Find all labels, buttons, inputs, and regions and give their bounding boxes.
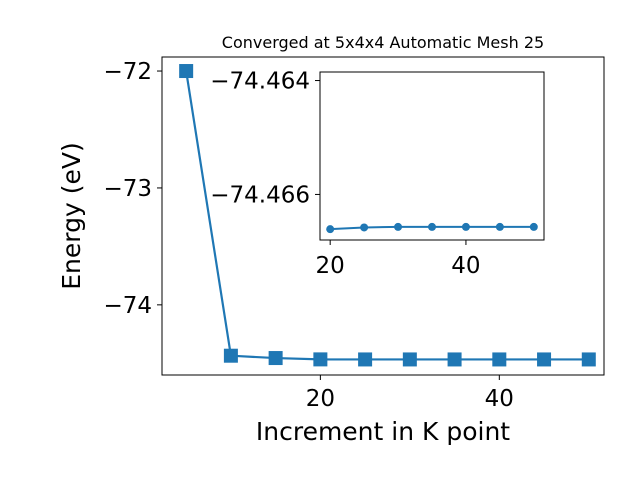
inset-data-point <box>326 225 335 234</box>
main-data-point <box>492 352 507 367</box>
main-axes: 20 40 −72−73−74 Converged at 5x4x4 Automa… <box>57 33 605 446</box>
chart-title: Converged at 5x4x4 Automatic Mesh 25 <box>222 33 544 52</box>
main-x-tick-label: 20 <box>306 386 335 412</box>
inset-axes: 20 40 −74.466−74.464 <box>210 69 545 279</box>
inset-data-point <box>394 222 403 231</box>
main-data-point <box>447 352 462 367</box>
main-data-point <box>402 352 417 367</box>
main-data-point <box>537 352 552 367</box>
inset-data-point <box>495 222 504 231</box>
main-y-tick-label: −74 <box>103 293 152 319</box>
inset-data-point <box>529 222 538 231</box>
main-data-point <box>223 348 238 363</box>
inset-y-tick-label: −74.464 <box>210 69 310 95</box>
main-x-tick-label: 40 <box>485 386 514 412</box>
x-axis-label: Increment in K point <box>256 417 510 446</box>
main-data-point <box>581 352 596 367</box>
inset-data-point <box>461 222 470 231</box>
inset-x-tick-label: 20 <box>316 253 345 279</box>
main-y-tick-label: −73 <box>103 176 152 202</box>
main-data-point <box>268 351 283 366</box>
main-data-point <box>358 352 373 367</box>
inset-data-point <box>428 222 436 231</box>
inset-x-tick-label: 40 <box>451 253 480 279</box>
main-data-point <box>313 352 328 367</box>
main-x-ticks: 20 40 <box>306 375 514 412</box>
y-axis-label: Energy (eV) <box>57 142 86 289</box>
inset-series <box>326 222 538 234</box>
main-series <box>179 64 596 367</box>
main-series-line <box>185 70 589 361</box>
inset-plot-frame <box>319 71 545 241</box>
main-data-point <box>179 64 194 79</box>
main-plot-frame <box>161 56 605 376</box>
main-y-tick-label: −72 <box>103 59 152 85</box>
inset-x-ticks: 20 40 <box>316 240 481 279</box>
inset-y-ticks: −74.466 −74.464 <box>210 69 320 208</box>
main-y-ticks: −72 −73 −74 <box>103 59 162 319</box>
inset-data-point <box>360 223 369 232</box>
inset-background <box>320 72 544 240</box>
inset-y-tick-label: −74.466 <box>210 182 310 208</box>
